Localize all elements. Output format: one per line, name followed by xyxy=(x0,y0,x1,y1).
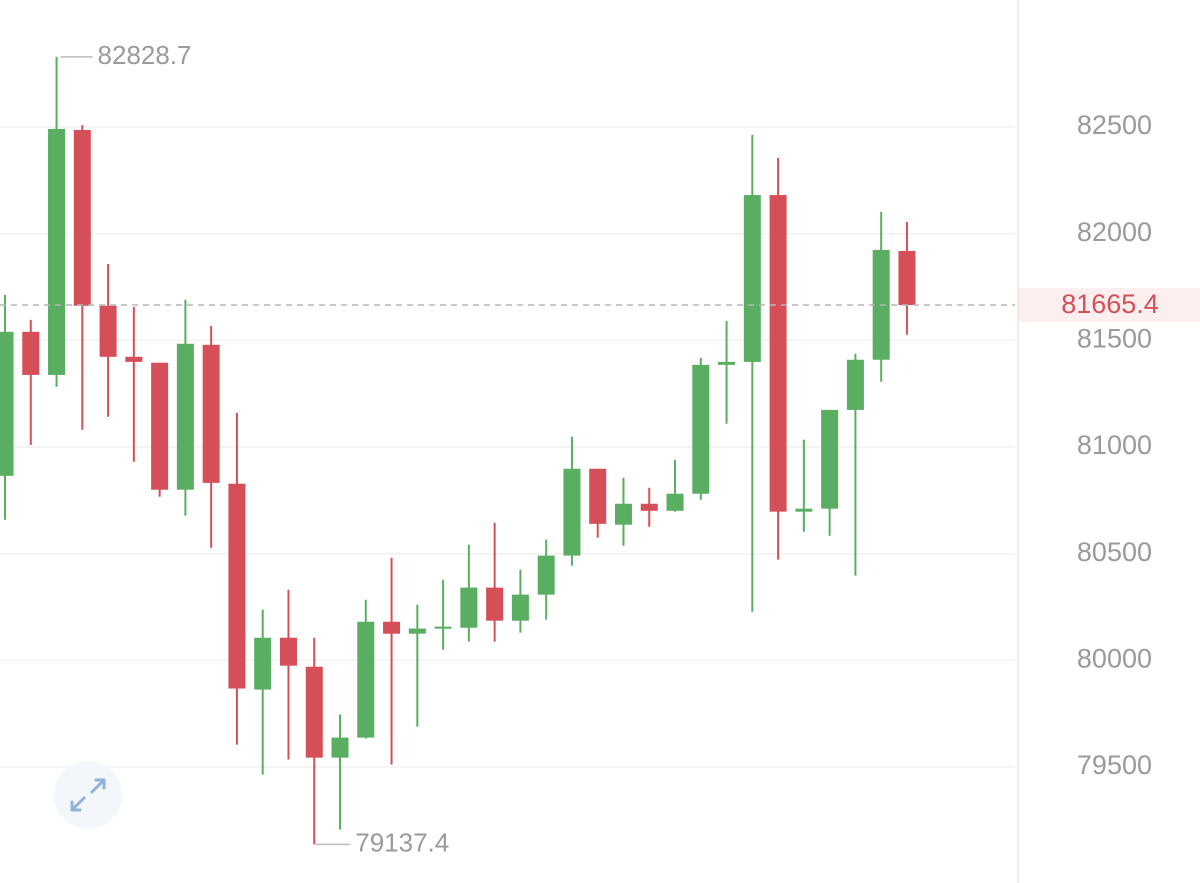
candle-body xyxy=(511,594,529,621)
candle-body xyxy=(795,508,813,512)
candle-body xyxy=(614,503,632,525)
y-tick-label: 81500 xyxy=(1077,323,1152,353)
y-tick-label: 79500 xyxy=(1077,750,1152,780)
candle-body xyxy=(846,359,864,410)
max-annotation: 82828.7 xyxy=(98,40,192,70)
candle-body xyxy=(202,344,220,483)
current-price-label: 81665.4 xyxy=(1061,289,1159,319)
candle-body xyxy=(331,737,349,758)
candle-body xyxy=(125,356,143,362)
candle-body xyxy=(460,587,478,628)
candle-body xyxy=(692,364,710,494)
candle-body xyxy=(769,195,787,512)
candle-body xyxy=(408,628,426,634)
candle-body xyxy=(537,555,555,595)
candle-body xyxy=(898,250,916,306)
y-tick-label: 80500 xyxy=(1077,537,1152,567)
expand-button[interactable] xyxy=(54,761,122,829)
candle-body xyxy=(718,361,736,365)
expand-button-bg xyxy=(54,761,122,829)
candle-body xyxy=(0,331,14,476)
candle-body xyxy=(589,468,607,524)
y-tick-label: 82000 xyxy=(1077,217,1152,247)
min-annotation: 79137.4 xyxy=(355,827,449,857)
candle-body xyxy=(305,666,323,758)
candle-body xyxy=(228,483,246,689)
candle-body xyxy=(22,331,40,375)
expand-icon xyxy=(70,778,106,812)
candle-body xyxy=(821,409,839,509)
candle-body xyxy=(279,637,297,666)
candle-body xyxy=(357,621,375,738)
candle-body xyxy=(48,128,66,375)
y-tick-label: 81000 xyxy=(1077,430,1152,460)
candle-body xyxy=(99,305,117,357)
candle-body xyxy=(176,343,194,490)
candle-body xyxy=(640,503,658,511)
candle-body xyxy=(666,493,684,511)
current-price-tag xyxy=(1019,288,1200,323)
candle-body xyxy=(383,621,401,634)
candle-body xyxy=(254,637,272,690)
candle-body xyxy=(563,468,581,556)
candle-body xyxy=(434,626,452,629)
candle-body xyxy=(486,587,504,621)
y-tick-label: 82500 xyxy=(1077,110,1152,140)
y-tick-label: 80000 xyxy=(1077,643,1152,673)
candle-body xyxy=(743,195,761,362)
candle-body xyxy=(151,362,169,490)
candle-body xyxy=(73,129,91,306)
